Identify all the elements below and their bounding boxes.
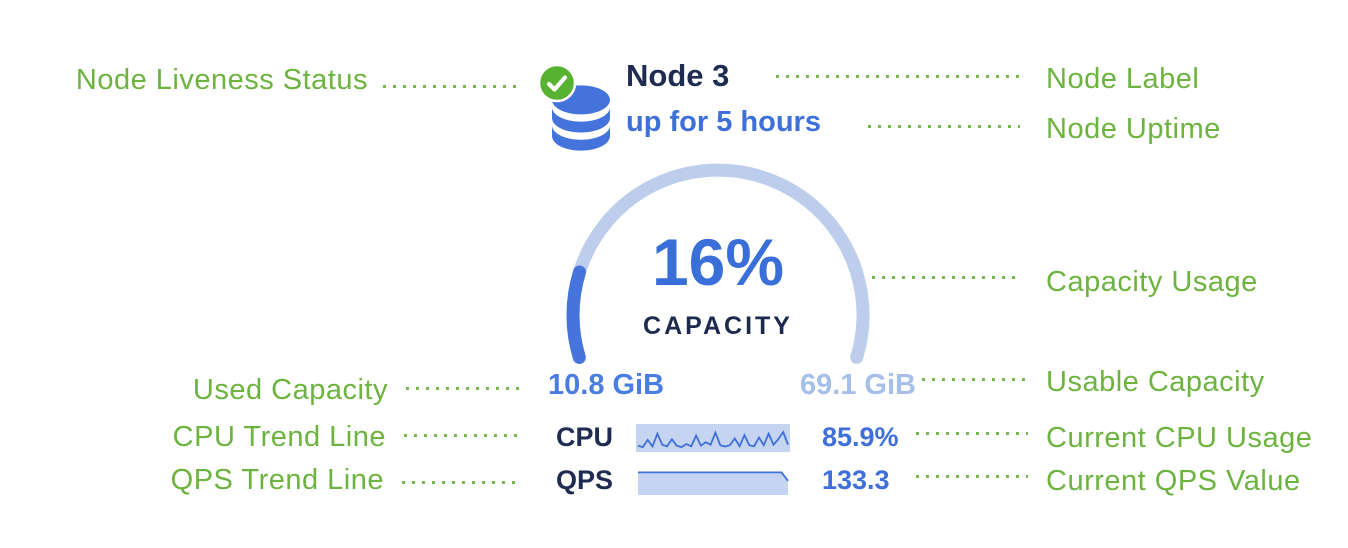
leader-line-qps-trend xyxy=(402,481,518,484)
annotation-qps-trend-line: QPS Trend Line xyxy=(170,464,384,496)
annotation-cpu-trend-line: CPU Trend Line xyxy=(172,421,386,453)
leader-line-node-label xyxy=(776,75,1020,78)
annotation-node-label: Node Label xyxy=(1046,63,1200,95)
leader-line-current-cpu xyxy=(916,432,1028,435)
qps-label: QPS xyxy=(556,465,614,495)
annotation-usable-capacity: Usable Capacity xyxy=(1046,366,1265,398)
leader-line-used-capacity xyxy=(406,387,520,390)
annotation-current-qps-value: Current QPS Value xyxy=(1046,465,1301,497)
leader-line-usable-capacity xyxy=(922,378,1026,381)
database-icon xyxy=(552,85,610,151)
leader-line-node-liveness xyxy=(383,85,519,88)
current-qps-value: 133.3 xyxy=(822,465,890,495)
capacity-usage-percent: 16% xyxy=(651,225,785,299)
node-uptime: up for 5 hours xyxy=(626,106,821,138)
check-circle-icon xyxy=(537,63,577,103)
leader-line-cpu-trend xyxy=(404,434,520,437)
usable-capacity-value: 69.1 GiB xyxy=(799,369,916,401)
current-cpu-usage-value: 85.9% xyxy=(822,422,899,452)
used-capacity-value: 10.8 GiB xyxy=(548,369,665,401)
annotation-node-liveness-status: Node Liveness Status xyxy=(75,64,368,96)
annotation-capacity-usage: Capacity Usage xyxy=(1046,266,1258,298)
annotation-current-cpu-usage: Current CPU Usage xyxy=(1046,422,1313,454)
annotation-used-capacity: Used Capacity xyxy=(192,374,388,406)
leader-line-node-uptime xyxy=(868,125,1020,128)
capacity-caption: CAPACITY xyxy=(643,312,793,340)
qps-trend-sparkline xyxy=(638,471,789,495)
leader-line-current-qps xyxy=(916,475,1028,478)
cpu-label: CPU xyxy=(556,422,614,452)
annotation-node-uptime: Node Uptime xyxy=(1046,113,1221,145)
node-label: Node 3 xyxy=(626,58,730,93)
cpu-trend-sparkline xyxy=(636,424,790,452)
capacity-gauge xyxy=(566,163,870,364)
leader-line-capacity-usage xyxy=(872,276,1018,279)
gauge-fill-arc xyxy=(566,163,870,364)
